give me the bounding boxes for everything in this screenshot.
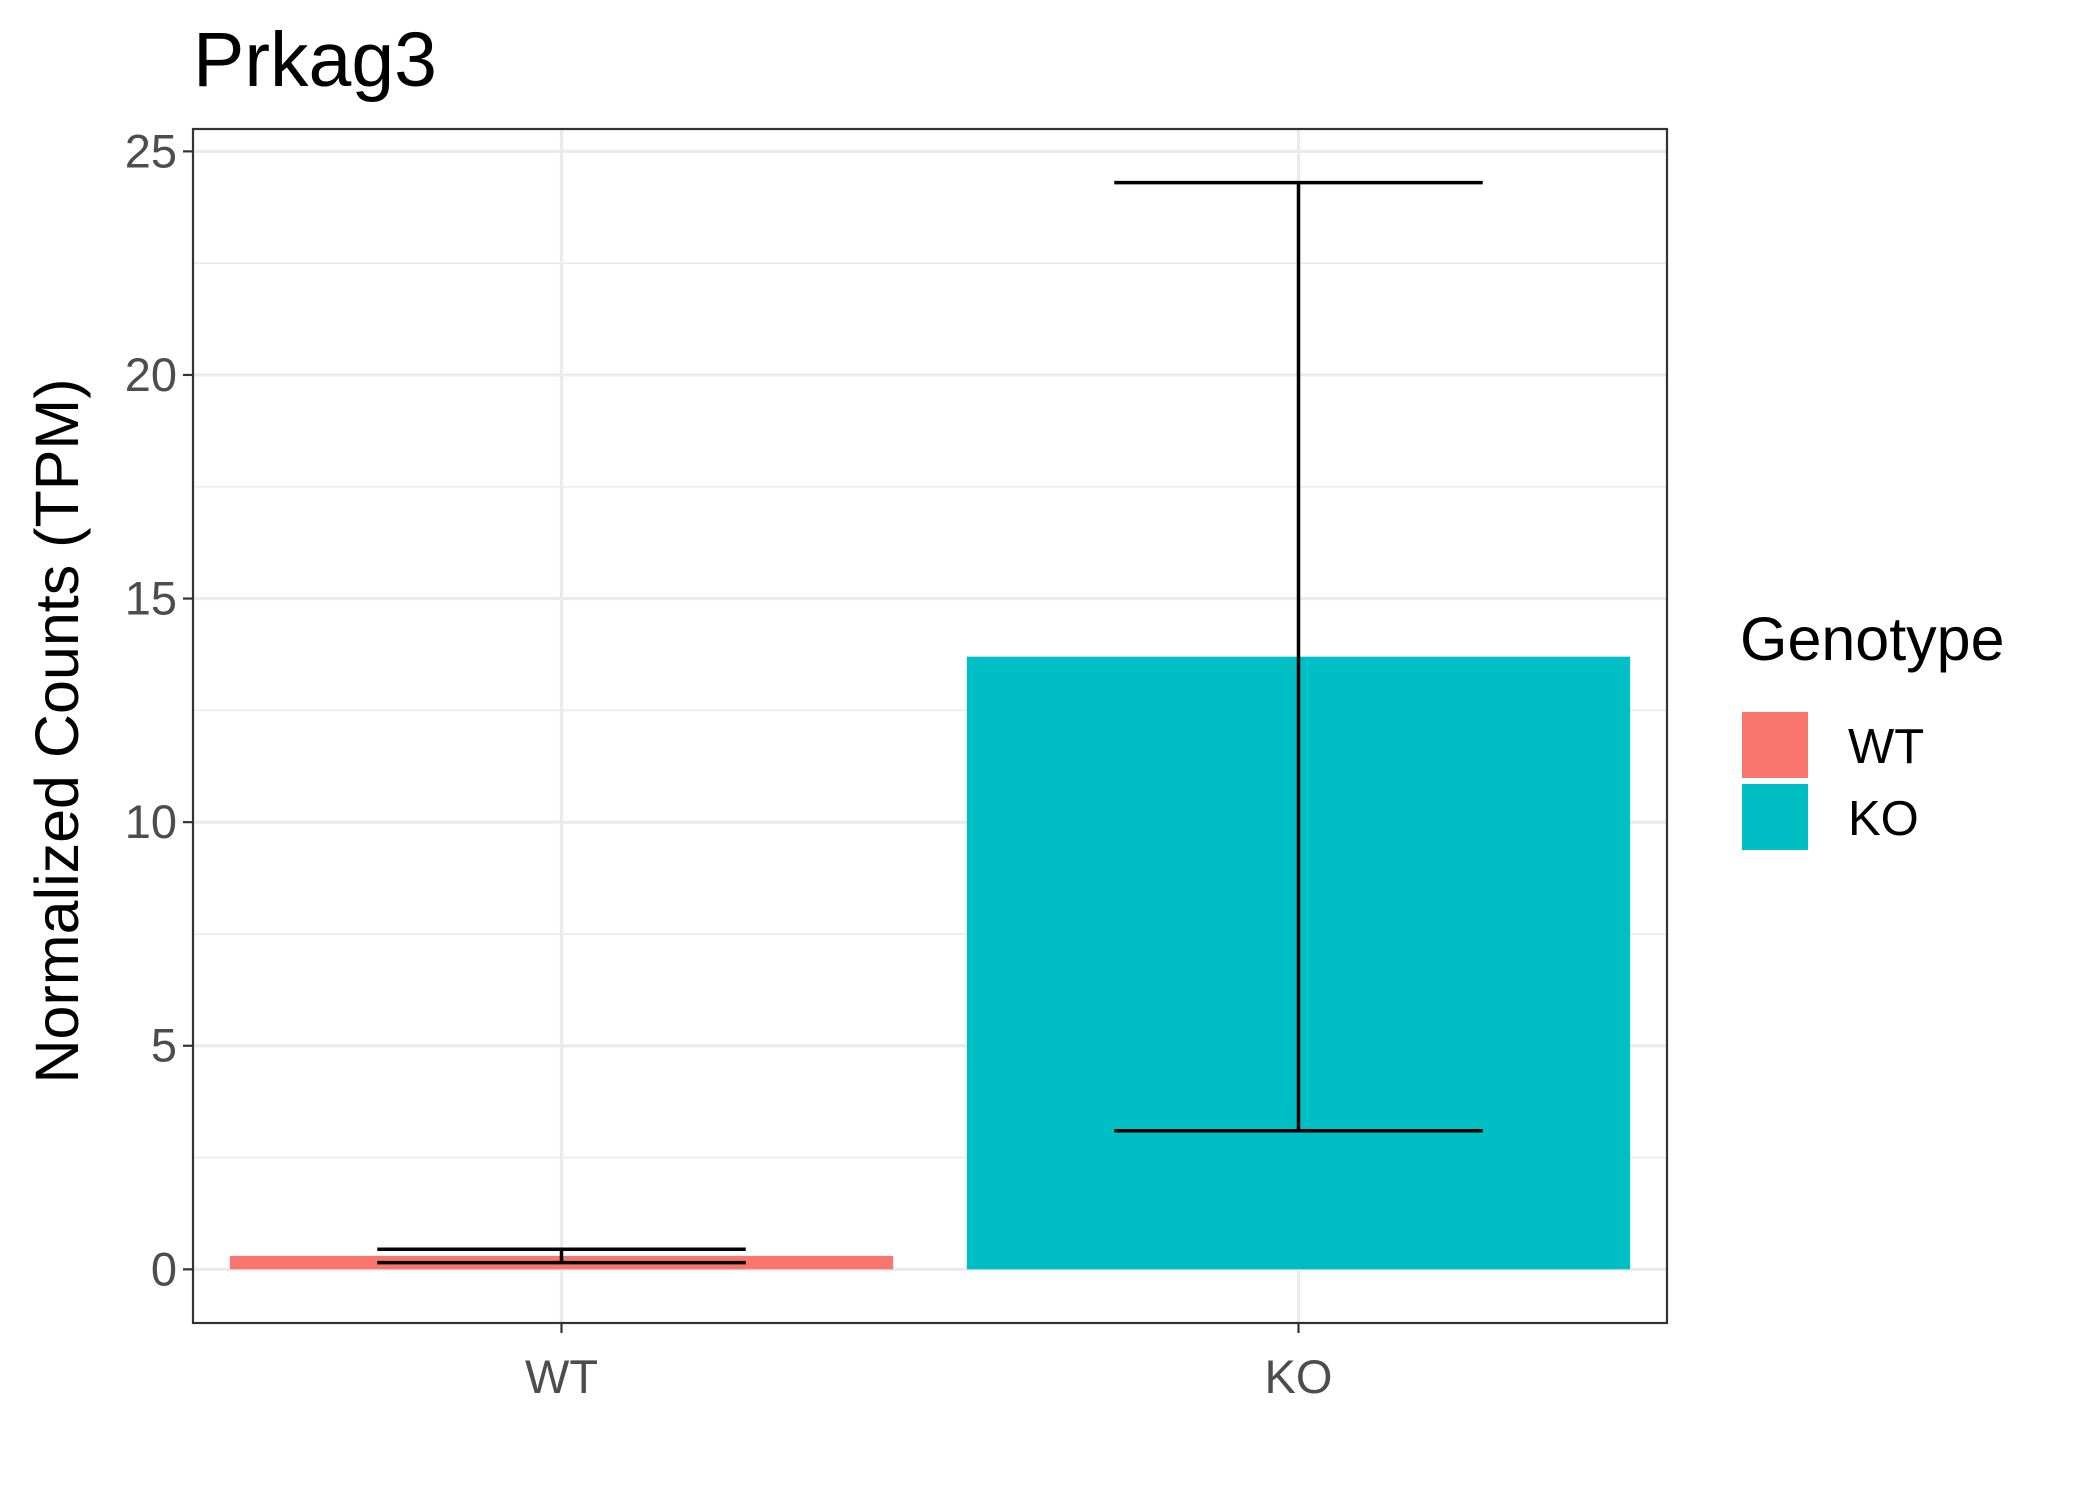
y-tick-label: 10 [125,795,177,848]
legend-title: Genotype [1740,605,2005,673]
legend-label-ko: KO [1848,792,1919,846]
error-bar-ko [1114,180,1483,1133]
panel-border [191,127,1669,1325]
error-bar-wt [377,1247,746,1265]
y-tick-label: 25 [125,124,177,177]
y-tick-label: 0 [151,1242,177,1295]
y-tick-label: 5 [151,1019,177,1072]
y-tick-label: 20 [125,348,177,401]
legend-key-ko [1742,784,1808,850]
y-axis-label: Normalized Counts (TPM) [23,378,91,1083]
plot-area: 0 5 10 15 20 25 WT KO [125,124,1669,1403]
legend-key-wt [1742,712,1808,778]
chart-title: Prkag3 [193,17,437,103]
y-tick-label: 15 [125,572,177,625]
legend-label-wt: WT [1848,720,1924,774]
x-tick-label: KO [1265,1350,1333,1403]
x-tick-label: WT [525,1350,598,1403]
legend: Genotype WT KO [1740,605,2005,850]
